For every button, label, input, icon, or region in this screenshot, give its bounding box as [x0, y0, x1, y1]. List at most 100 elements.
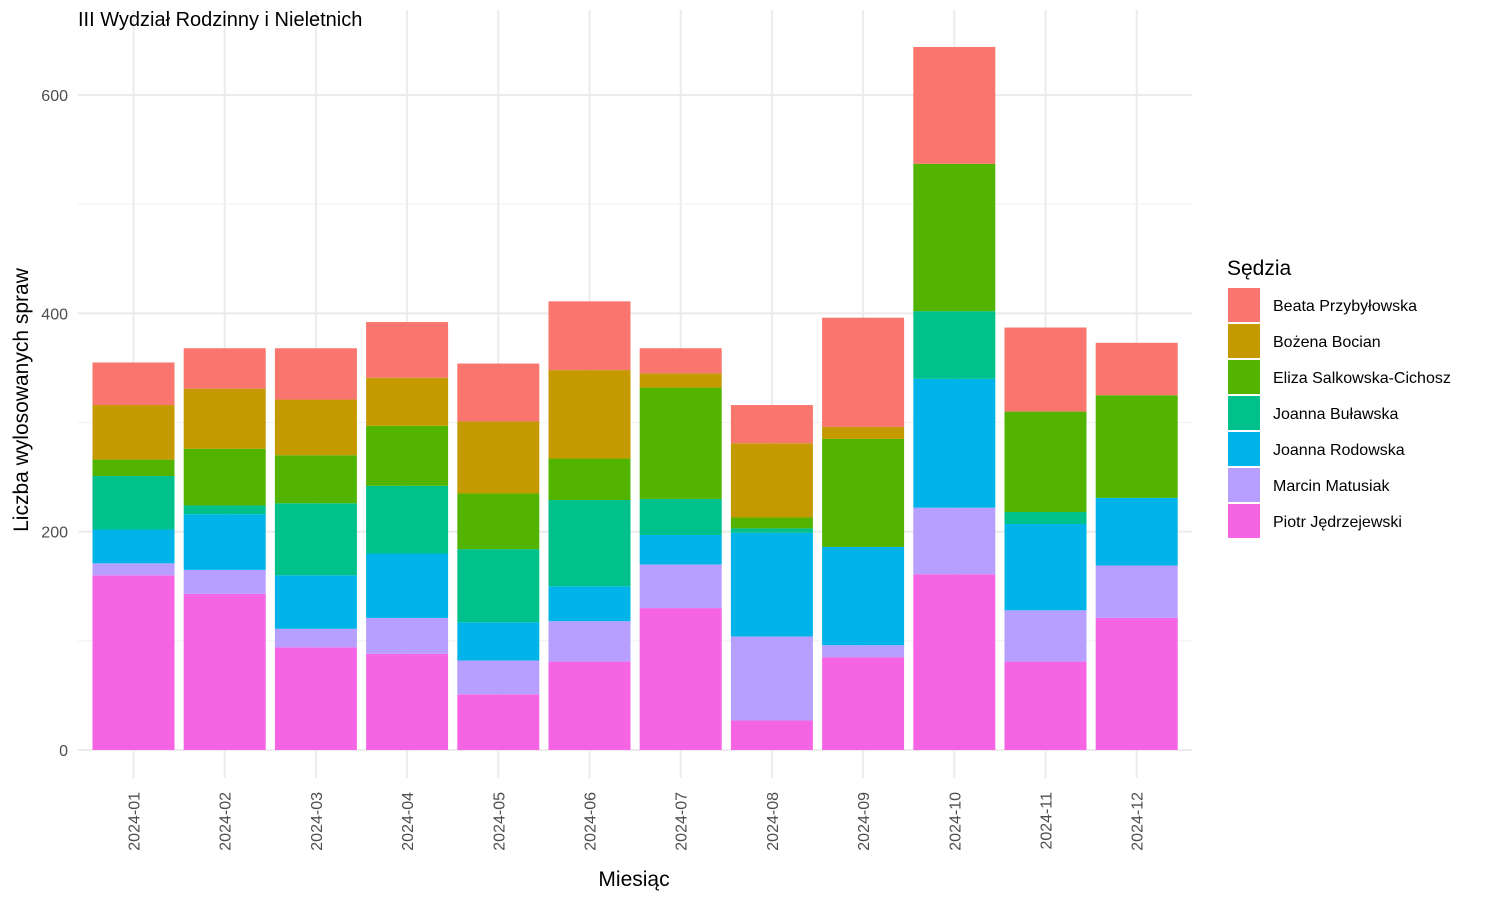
legend-title: Sędzia	[1227, 257, 1292, 280]
bar-segment	[730, 517, 813, 529]
legend-swatch	[1228, 324, 1260, 358]
bar-segment	[822, 438, 905, 547]
bar-segment	[639, 387, 722, 499]
bar-segment	[639, 373, 722, 388]
y-tick-label: 200	[41, 525, 68, 542]
bar-segment	[274, 575, 357, 629]
bar-segment	[1095, 617, 1178, 750]
bar-segment	[1095, 342, 1178, 396]
legend-swatch	[1228, 288, 1260, 322]
bar-segment	[183, 505, 266, 515]
bars	[92, 46, 1178, 750]
bar-segment	[92, 475, 175, 530]
y-axis: 0 200 400 600	[41, 88, 68, 760]
bar-segment	[457, 549, 540, 623]
legend-label: Joanna Buławska	[1273, 406, 1399, 423]
legend-label: Bożena Bocian	[1273, 334, 1381, 351]
legend-swatch	[1228, 468, 1260, 502]
legend-swatch	[1228, 504, 1260, 538]
bar-segment	[730, 720, 813, 750]
bar-segment	[1095, 395, 1178, 498]
bar-segment	[913, 507, 996, 575]
x-tick-label: 2024-01	[127, 792, 144, 851]
bar-segment	[913, 163, 996, 312]
bar-segment	[548, 370, 631, 459]
bar-segment	[183, 348, 266, 389]
bar-segment	[457, 694, 540, 750]
x-tick-label: 2024-09	[856, 792, 873, 851]
legend-swatch	[1228, 360, 1260, 394]
bar-segment	[274, 348, 357, 400]
bar-segment	[366, 485, 449, 554]
bar-segment	[548, 301, 631, 371]
bar-segment	[183, 569, 266, 594]
bar-segment	[457, 363, 540, 422]
x-tick-label: 2024-12	[1130, 792, 1147, 851]
bar-segment	[913, 46, 996, 164]
legend-swatch	[1228, 396, 1260, 430]
bar-segment	[366, 425, 449, 486]
x-axis-title: Miesiąc	[598, 868, 669, 891]
legend: Sędzia Beata Przybyłowska Bożena Bocian El…	[1227, 257, 1451, 538]
x-axis: 2024-01 2024-02 2024-03 2024-04 2024-05 2024-…	[127, 792, 1147, 851]
bar-segment	[548, 621, 631, 662]
bar-segment	[822, 317, 905, 427]
bar-segment	[183, 593, 266, 750]
bar-segment	[1004, 524, 1087, 611]
bar-segment	[913, 378, 996, 508]
chart-title: III Wydział Rodzinny i Nieletnich	[78, 9, 362, 31]
bar-segment	[639, 348, 722, 374]
bar-segment	[730, 443, 813, 518]
x-tick-label: 2024-04	[400, 792, 417, 851]
bar-segment	[1004, 512, 1087, 525]
bar-segment	[1004, 661, 1087, 750]
bar-segment	[183, 514, 266, 570]
bar-segment	[639, 534, 722, 565]
bar-segment	[92, 362, 175, 406]
bar-segment	[913, 311, 996, 379]
bar-segment	[92, 405, 175, 460]
bar-segment	[730, 528, 813, 533]
bar-segment	[457, 660, 540, 695]
legend-label: Piotr Jędrzejewski	[1273, 514, 1402, 531]
bar-segment	[457, 421, 540, 494]
bar-segment	[822, 645, 905, 658]
y-tick-label: 400	[41, 306, 68, 323]
x-tick-label: 2024-07	[674, 792, 691, 851]
bar-segment	[548, 500, 631, 587]
x-tick-label: 2024-02	[218, 792, 235, 851]
bar-segment	[92, 563, 175, 576]
bar-segment	[274, 503, 357, 576]
bar-segment	[366, 322, 449, 378]
bar-segment	[639, 564, 722, 609]
bar-segment	[274, 628, 357, 648]
bar-segment	[822, 546, 905, 646]
bar-segment	[274, 647, 357, 750]
bar-segment	[913, 574, 996, 750]
bar-segment	[639, 608, 722, 750]
bar-segment	[1004, 610, 1087, 662]
bar-segment	[92, 575, 175, 750]
bar-segment	[548, 586, 631, 622]
bar-segment	[730, 636, 813, 721]
x-tick-label: 2024-10	[947, 792, 964, 851]
x-tick-label: 2024-05	[491, 792, 508, 851]
y-tick-label: 600	[41, 88, 68, 105]
bar-segment	[366, 617, 449, 654]
bar-segment	[822, 426, 905, 439]
bar-segment	[548, 458, 631, 501]
bar-segment	[1004, 327, 1087, 412]
x-tick-label: 2024-11	[1039, 792, 1056, 850]
bar-segment	[730, 532, 813, 637]
x-tick-label: 2024-06	[583, 792, 600, 851]
bar-segment	[1004, 411, 1087, 513]
bar-segment	[1095, 497, 1178, 566]
bar-segment	[457, 493, 540, 550]
bar-segment	[92, 459, 175, 476]
bar-segment	[1095, 565, 1178, 618]
bar-segment	[457, 622, 540, 661]
bar-segment	[730, 405, 813, 444]
legend-label: Marcin Matusiak	[1273, 478, 1390, 495]
bar-segment	[822, 657, 905, 750]
